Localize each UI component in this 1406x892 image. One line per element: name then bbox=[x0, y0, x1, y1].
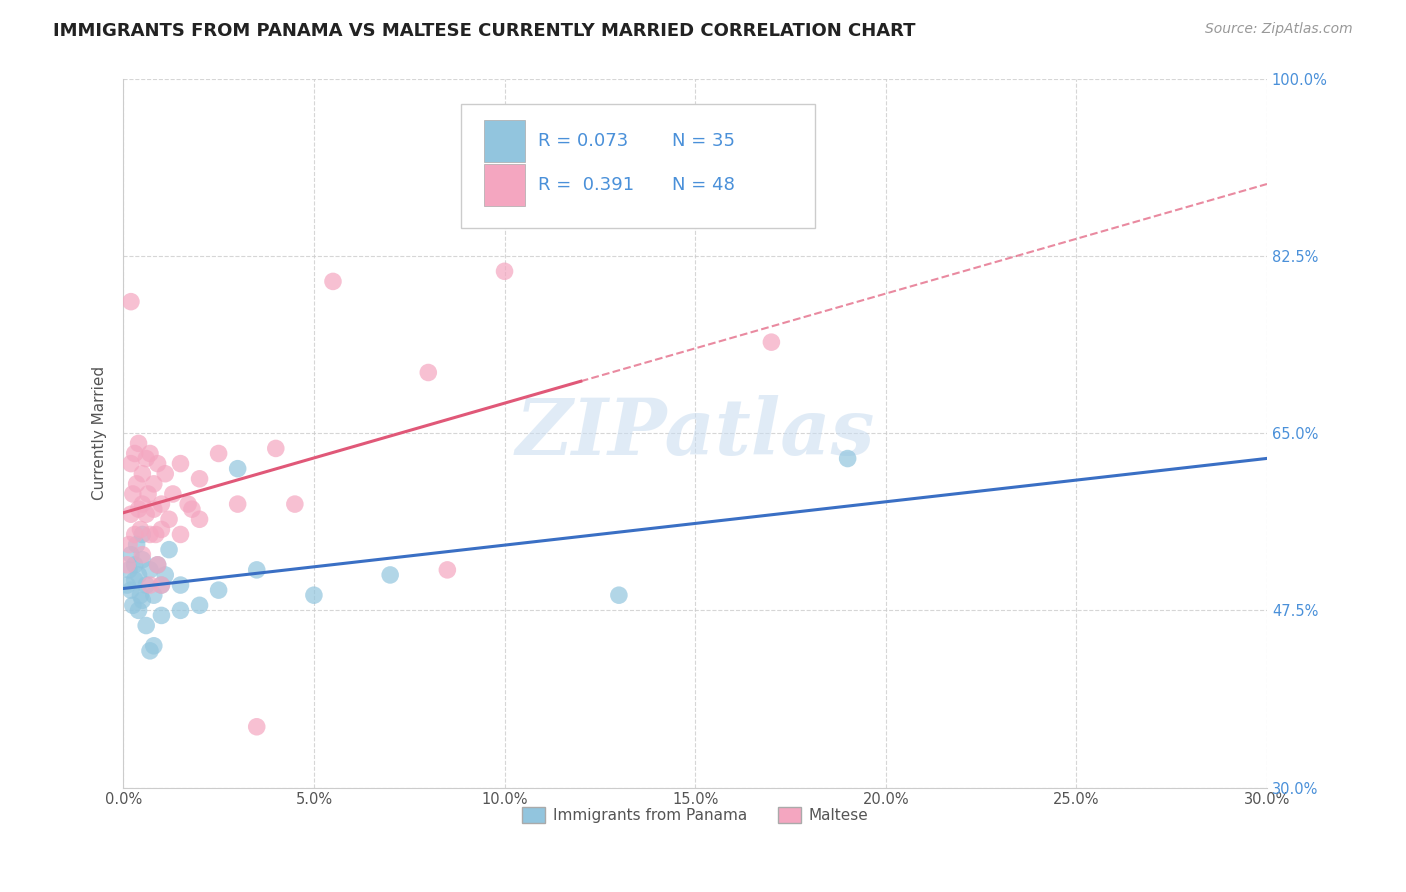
Y-axis label: Currently Married: Currently Married bbox=[93, 367, 107, 500]
Point bbox=[120, 548, 142, 562]
Point bbox=[169, 527, 191, 541]
Text: N = 35: N = 35 bbox=[672, 132, 735, 150]
Text: R = 0.073: R = 0.073 bbox=[538, 132, 628, 150]
Point bbox=[246, 720, 269, 734]
Point bbox=[124, 446, 146, 460]
Point bbox=[115, 558, 138, 572]
Point bbox=[128, 568, 150, 582]
Point bbox=[128, 502, 150, 516]
Point bbox=[150, 608, 173, 623]
Point bbox=[128, 436, 150, 450]
Point bbox=[150, 497, 173, 511]
Point bbox=[181, 502, 204, 516]
Point bbox=[142, 502, 165, 516]
Point bbox=[142, 588, 165, 602]
Point bbox=[188, 599, 211, 613]
Point bbox=[322, 274, 344, 288]
Point bbox=[226, 497, 249, 511]
Point bbox=[131, 497, 153, 511]
Point bbox=[188, 472, 211, 486]
Point bbox=[146, 558, 169, 572]
Point bbox=[150, 522, 173, 536]
Point bbox=[436, 563, 458, 577]
Point bbox=[139, 644, 162, 658]
Point bbox=[146, 558, 169, 572]
Point bbox=[129, 522, 152, 536]
Point bbox=[136, 487, 159, 501]
Point bbox=[120, 457, 142, 471]
FancyBboxPatch shape bbox=[484, 120, 524, 161]
Point bbox=[302, 588, 325, 602]
Point bbox=[207, 446, 229, 460]
Point bbox=[157, 542, 180, 557]
Point bbox=[188, 512, 211, 526]
Point bbox=[169, 578, 191, 592]
Text: N = 48: N = 48 bbox=[672, 177, 735, 194]
Point bbox=[169, 603, 191, 617]
Point bbox=[124, 573, 146, 587]
FancyBboxPatch shape bbox=[484, 164, 524, 206]
Point bbox=[607, 588, 630, 602]
Point bbox=[135, 578, 157, 592]
Point bbox=[131, 553, 153, 567]
Point bbox=[157, 512, 180, 526]
Point bbox=[121, 599, 143, 613]
Point bbox=[378, 568, 401, 582]
Point bbox=[120, 294, 142, 309]
Point bbox=[135, 507, 157, 521]
Point bbox=[145, 527, 167, 541]
Point bbox=[120, 507, 142, 521]
Point bbox=[124, 558, 146, 572]
Point bbox=[139, 578, 162, 592]
Point bbox=[142, 476, 165, 491]
Point bbox=[118, 563, 141, 577]
Point bbox=[142, 639, 165, 653]
Point bbox=[155, 568, 177, 582]
Point bbox=[207, 583, 229, 598]
Point bbox=[169, 457, 191, 471]
Point bbox=[128, 603, 150, 617]
Point bbox=[125, 538, 148, 552]
Point bbox=[118, 538, 141, 552]
Point bbox=[162, 487, 184, 501]
Text: Source: ZipAtlas.com: Source: ZipAtlas.com bbox=[1205, 22, 1353, 37]
Point bbox=[494, 264, 516, 278]
Point bbox=[115, 578, 138, 592]
Point bbox=[131, 527, 153, 541]
Point bbox=[150, 578, 173, 592]
Point bbox=[177, 497, 200, 511]
Point bbox=[131, 467, 153, 481]
Point bbox=[146, 457, 169, 471]
Point bbox=[139, 527, 162, 541]
Point bbox=[418, 366, 440, 380]
Point bbox=[139, 563, 162, 577]
FancyBboxPatch shape bbox=[461, 103, 815, 227]
Point bbox=[120, 583, 142, 598]
Point bbox=[284, 497, 307, 511]
Point bbox=[150, 578, 173, 592]
Point bbox=[131, 593, 153, 607]
Text: R =  0.391: R = 0.391 bbox=[538, 177, 634, 194]
Point bbox=[129, 588, 152, 602]
Legend: Immigrants from Panama, Maltese: Immigrants from Panama, Maltese bbox=[516, 801, 875, 830]
Point bbox=[121, 487, 143, 501]
Point bbox=[131, 548, 153, 562]
Point bbox=[246, 563, 269, 577]
Point bbox=[155, 467, 177, 481]
Point bbox=[264, 442, 287, 456]
Point bbox=[139, 446, 162, 460]
Text: ZIPatlas: ZIPatlas bbox=[516, 395, 875, 472]
Point bbox=[226, 461, 249, 475]
Point bbox=[135, 618, 157, 632]
Point bbox=[761, 335, 783, 350]
Point bbox=[837, 451, 859, 466]
Point bbox=[135, 451, 157, 466]
Point bbox=[124, 527, 146, 541]
Point bbox=[125, 476, 148, 491]
Text: IMMIGRANTS FROM PANAMA VS MALTESE CURRENTLY MARRIED CORRELATION CHART: IMMIGRANTS FROM PANAMA VS MALTESE CURREN… bbox=[53, 22, 915, 40]
